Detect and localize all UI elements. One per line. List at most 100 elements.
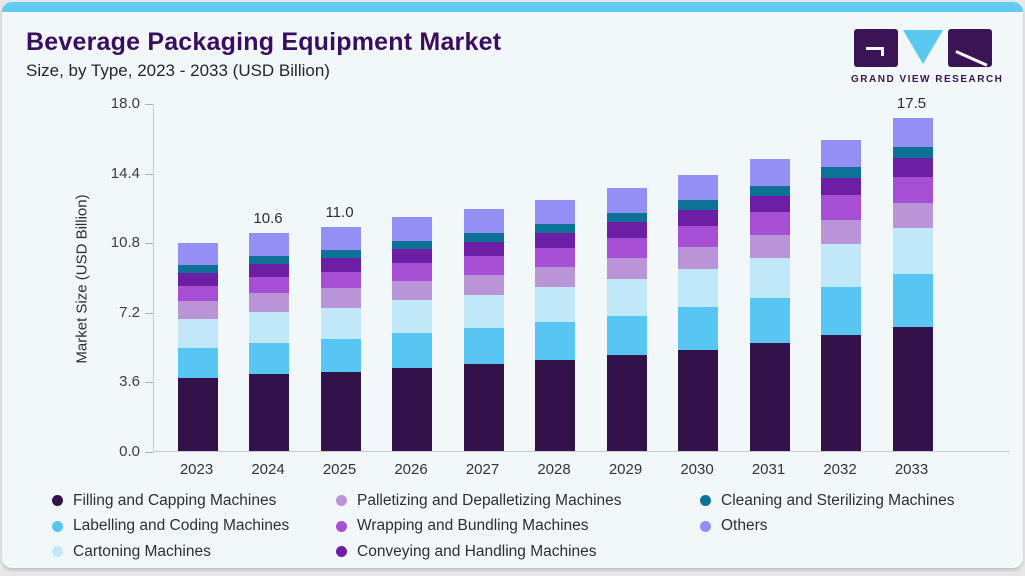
grand-view-research-logo: GRAND VIEW RESEARCH (851, 29, 1004, 85)
bar-segment (249, 264, 289, 278)
legend-label: Others (721, 517, 768, 535)
x-tick-label: 2030 (680, 461, 714, 478)
bar-segment (535, 224, 575, 234)
x-tick-label: 2029 (608, 461, 643, 478)
bar-segment (892, 176, 933, 203)
bar-segment (320, 371, 361, 451)
bar-segment (177, 264, 218, 273)
bar-segment (606, 355, 647, 451)
bar-segment (535, 287, 575, 323)
bar-segment (535, 199, 575, 225)
y-tick-mark (145, 104, 153, 105)
bar-segment (892, 147, 933, 158)
bar-segment (821, 286, 861, 336)
bar-segment (606, 257, 647, 279)
bar-segment (320, 226, 361, 250)
legend-dot-icon (52, 546, 63, 558)
bar-segment (892, 227, 933, 275)
y-tick-mark (145, 452, 153, 453)
bar-2032 (821, 139, 861, 451)
bar-segment (749, 298, 790, 344)
bar-segment (320, 258, 361, 272)
bar-segment (821, 139, 861, 168)
bar-segment (320, 288, 361, 308)
bar-segment (320, 249, 361, 259)
bar-segment (463, 274, 504, 295)
y-axis-title: Market Size (USD Billion) (73, 194, 91, 364)
bar-segment (678, 209, 718, 226)
bar-segment (249, 277, 289, 294)
y-tick-label: 14.4 (110, 164, 140, 182)
bar-segment (678, 349, 718, 451)
bar-segment (249, 374, 289, 451)
bar-segment (249, 255, 289, 265)
logo-r-icon (948, 29, 992, 67)
x-tick-label: 2024 (251, 461, 285, 478)
bar-segment (177, 285, 218, 301)
x-tick-label: 2033 (894, 461, 929, 478)
y-tick-mark (145, 382, 153, 384)
legend-dot-icon (700, 520, 711, 532)
bar-segment (606, 222, 647, 238)
bar-segment (749, 343, 790, 451)
legend-label: Conveying and Handling Machines (357, 542, 597, 560)
bar-segment (821, 219, 861, 244)
x-tick-label: 2023 (179, 461, 214, 478)
legend-item: Filling and Capping Machines (52, 488, 289, 514)
x-tick-label: 2031 (751, 461, 786, 478)
bar-segment (177, 242, 218, 265)
logo-glyphs (851, 29, 995, 69)
stacked-bar-chart: Market Size (USD Billion) 0.0 3.6 7.2 10.8 1… (2, 2, 1023, 568)
legend-label: Wrapping and Bundling Machines (357, 517, 589, 535)
accent-top-bar (2, 2, 1023, 12)
bar-segment (463, 256, 504, 275)
bar-segment (606, 278, 647, 316)
bar-segment (892, 326, 933, 451)
bar-segment (392, 249, 432, 264)
logo-v-icon (903, 30, 943, 64)
bar-segment (392, 240, 432, 250)
bar-segment (892, 274, 933, 327)
bar-segment (535, 360, 575, 451)
legend-dot-icon (52, 495, 63, 507)
bar-segment (177, 272, 218, 286)
bar-segment (392, 333, 432, 368)
x-tick-label: 2027 (465, 461, 500, 478)
bar-segment (177, 378, 218, 451)
bar-2024 (249, 232, 289, 451)
bar-segment (463, 364, 504, 451)
legend-item: Cartoning Machines (52, 539, 289, 565)
bar-segment (463, 328, 504, 365)
bar-segment (249, 232, 289, 256)
bar-segment (535, 247, 575, 267)
bar-segment (678, 268, 718, 308)
bar-segment (320, 271, 361, 289)
bar-segment (463, 242, 504, 257)
bar-2023 (177, 242, 218, 451)
legend-label: Filling and Capping Machines (73, 491, 277, 509)
legend-label: Cleaning and Sterilizing Machines (721, 491, 955, 509)
logo-wordmark: GRAND VIEW RESEARCH (851, 74, 1004, 85)
page-title: Beverage Packaging Equipment Market (26, 28, 502, 56)
bar-segment (177, 301, 218, 320)
bar-segment (463, 233, 504, 243)
page-subtitle: Size, by Type, 2023 - 2033 (USD Billion) (26, 61, 330, 80)
y-tick-mark (145, 173, 153, 175)
legend-label: Cartoning Machines (73, 542, 211, 560)
bar-segment (749, 185, 790, 196)
bar-segment (606, 213, 647, 223)
y-tick-label: 0.0 (119, 443, 140, 460)
legend-column: Palletizing and Depalletizing Machines Wr… (336, 488, 622, 565)
bar-segment (606, 237, 647, 258)
legend-item: Palletizing and Depalletizing Machines (336, 488, 622, 514)
bar-segment (892, 202, 933, 228)
legend-dot-icon (336, 495, 347, 507)
bar-segment (821, 177, 861, 196)
bar-value-label: 10.6 (253, 209, 283, 227)
bar-segment (392, 263, 432, 281)
bar-segment (320, 338, 361, 372)
bar-segment (463, 209, 504, 234)
bar-segment (535, 233, 575, 248)
bar-segment (320, 307, 361, 339)
bar-segment (392, 367, 432, 451)
